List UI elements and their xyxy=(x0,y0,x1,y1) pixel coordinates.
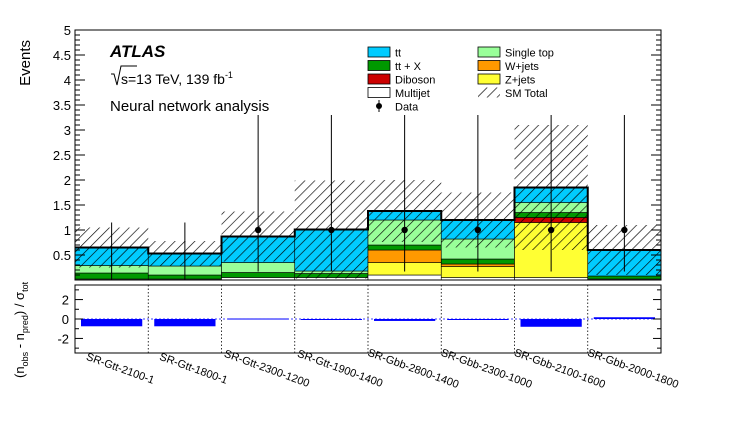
y-axis-label: Events xyxy=(17,40,34,86)
data-point-4 xyxy=(328,226,335,234)
experiment-label: ATLAS xyxy=(109,42,166,61)
bar-tt-x-3 xyxy=(221,272,296,278)
legend-swatch-diboson xyxy=(367,73,391,85)
legend-label-z-jets: Z+jets xyxy=(505,75,536,87)
legend-swatch-multijet xyxy=(367,87,391,98)
bar-multijet-5 xyxy=(367,274,442,280)
legend-swatch-tt xyxy=(367,46,391,58)
data-point-5 xyxy=(401,226,408,234)
y-tick-label: 4 xyxy=(64,73,71,88)
y-tick-label: 5 xyxy=(64,23,71,38)
significance-bar-8 xyxy=(593,317,655,319)
ratio-y-tick-label: 0 xyxy=(62,312,69,327)
y-tick-label: 0.5 xyxy=(53,248,71,263)
legend-label-data: Data xyxy=(395,102,419,114)
ratio-y-ticks: 2 0 -2 xyxy=(57,289,661,349)
energy-label: s=13 TeV, 139 fb-1 xyxy=(121,70,233,87)
y-tick-label: 2 xyxy=(64,173,71,188)
legend-swatch-z-jets xyxy=(477,73,501,85)
legend-label-multijet: Multijet xyxy=(395,88,430,100)
data-point-7 xyxy=(547,226,555,234)
significance-bar-6 xyxy=(447,319,509,320)
significance-bar-5 xyxy=(374,319,436,321)
legend-label-tt-x: tt + X xyxy=(395,61,422,73)
significance-bar-3 xyxy=(227,318,289,320)
ratio-y-axis-label: (nobs - npred) / σtot xyxy=(12,281,30,378)
legend-swatch-sm-total xyxy=(478,87,500,98)
analysis-label: Neural network analysis xyxy=(110,98,269,115)
y-tick-label: 4.5 xyxy=(53,48,71,63)
significance-bar-2 xyxy=(154,319,216,327)
legend-label-w-jets: W+jets xyxy=(505,61,539,73)
legend-swatch-w-jets xyxy=(477,60,501,71)
significance-bar-4 xyxy=(300,319,362,320)
x-tick-label: SR-Gtt-1800-1 xyxy=(158,351,229,387)
legend-label-sm-total: SM Total xyxy=(505,88,548,100)
data-point-3 xyxy=(254,226,262,234)
y-tick-label: 3.5 xyxy=(53,98,71,113)
main-plot: 0.5 1 1.5 2 2.5 3 3.5 4 4.5 5 xyxy=(53,23,662,281)
data-point-8 xyxy=(621,226,628,234)
ratio-plot: 2 0 -2 xyxy=(57,284,662,354)
y-tick-label: 1 xyxy=(64,223,71,238)
x-tick-labels: SR-Gtt-2100-1 SR-Gtt-1800-1SR-Gtt-2300-12… xyxy=(85,347,681,391)
y-tick-label: 1.5 xyxy=(53,198,71,213)
significance-bar-7 xyxy=(520,319,582,327)
svg-text:(nobs - npred) / σtot: (nobs - npred) / σtot xyxy=(12,281,30,378)
ratio-y-tick-label: 2 xyxy=(62,293,69,308)
x-tick-label: SR-Gtt-2100-1 xyxy=(85,351,156,387)
legend-label-single-top: Single top xyxy=(505,48,554,60)
data-points xyxy=(111,115,628,280)
legend-label-diboson: Diboson xyxy=(395,75,435,87)
significance-bars xyxy=(81,317,655,327)
sqrt-sign-icon xyxy=(111,65,137,86)
significance-bar-1 xyxy=(81,319,143,327)
legend-label-tt: tt xyxy=(395,48,401,60)
energy-label-group: s=13 TeV, 139 fb-1 xyxy=(111,65,233,87)
legend-marker-data xyxy=(376,103,382,109)
y-axis-ticks: 0.5 1 1.5 2 2.5 3 3.5 4 4.5 5 xyxy=(53,23,661,276)
legend-swatch-tt-x xyxy=(367,60,391,71)
ratio-y-tick-label: -2 xyxy=(57,331,69,346)
legend-swatch-single-top xyxy=(477,46,501,58)
bar-tt-x-8 xyxy=(587,275,661,280)
y-tick-label: 2.5 xyxy=(53,148,71,163)
y-tick-label: 3 xyxy=(64,123,71,138)
data-point-6 xyxy=(474,226,482,234)
